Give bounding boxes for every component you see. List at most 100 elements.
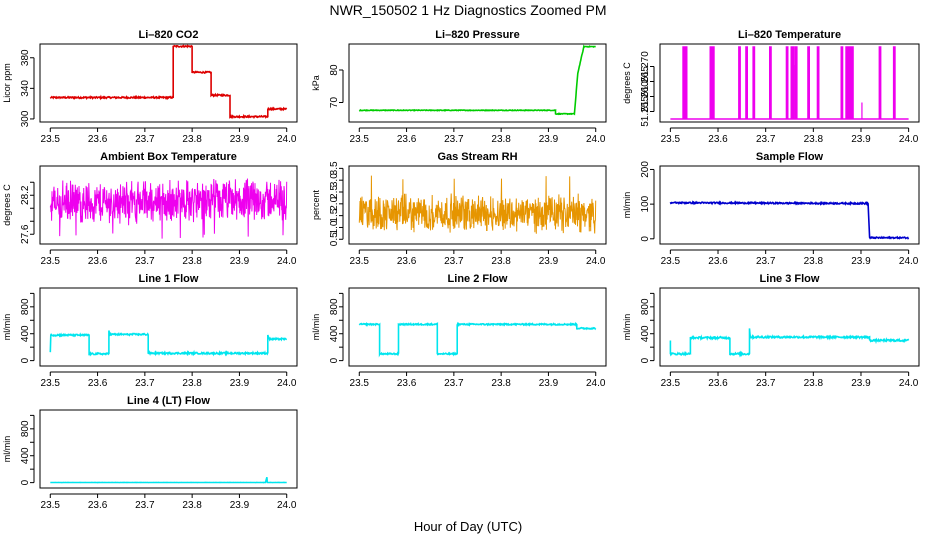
x-tick-label: 23.6 [397, 378, 417, 389]
y-tick-label: 0 [640, 357, 651, 363]
x-tick-label: 24.0 [586, 378, 606, 389]
y-tick-label: 51.255 [640, 96, 651, 127]
y-tick-label: 380 [20, 49, 31, 66]
y-tick-label: 400 [329, 325, 340, 342]
panels-container: Li–820 CO2 23.5 23.6 23.7 23.8 23.9 24.0 300 340… [2, 29, 920, 511]
x-tick-label: 23.5 [661, 134, 681, 145]
y-tick-label: 800 [329, 298, 340, 315]
x-tick-label: 24.0 [277, 134, 297, 145]
y-axis-label: ml/min [622, 192, 632, 219]
data-series-sample-flow [669, 200, 910, 240]
x-tick-label: 24.0 [586, 134, 606, 145]
x-tick-label: 24.0 [899, 378, 919, 389]
x-tick-label: 23.9 [230, 500, 250, 511]
panel-line4: Line 4 (LT) Flow 23.5 23.6 23.7 23.8 23.9 24.0… [2, 395, 298, 511]
x-tick-label: 23.6 [708, 378, 728, 389]
x-tick-label: 23.5 [350, 134, 370, 145]
x-tick-label: 23.8 [182, 500, 202, 511]
plot-frame [659, 165, 920, 245]
plot-frame [39, 43, 298, 123]
panel-title: Li–820 CO2 [139, 29, 199, 41]
x-tick-label: 24.0 [899, 134, 919, 145]
y-tick-label: 2.5 [329, 185, 340, 199]
y-tick-label: 340 [20, 80, 31, 97]
x-tick-label: 24.0 [277, 256, 297, 267]
panel-title: Sample Flow [756, 151, 824, 163]
x-tick-label: 23.9 [539, 134, 559, 145]
y-tick-label: 0 [20, 479, 31, 485]
y-axis-label: ml/min [311, 314, 321, 341]
data-series-licor-temp [670, 46, 909, 120]
y-tick-label: 51.265 [640, 66, 651, 97]
plot-frame [39, 287, 298, 367]
plot-frame [659, 287, 920, 367]
panel-rh: Gas Stream RH 23.5 23.6 23.7 23.8 23.9 24.0 0.5… [311, 151, 607, 267]
y-axis-label: degrees C [2, 184, 12, 226]
data-series-line1 [49, 330, 287, 357]
panel-title: Ambient Box Temperature [100, 151, 237, 163]
x-tick-label: 23.6 [88, 256, 108, 267]
x-tick-label: 23.8 [804, 256, 824, 267]
x-tick-label: 23.6 [708, 256, 728, 267]
y-tick-label: 0 [329, 357, 340, 363]
panel-title: Line 4 (LT) Flow [127, 395, 210, 407]
y-tick-label: 51.270 [640, 51, 651, 82]
y-tick-label: 28.2 [20, 185, 31, 205]
x-tick-label: 24.0 [277, 500, 297, 511]
panel-line3: Line 3 Flow 23.5 23.6 23.7 23.8 23.9 24.0 0 400 8… [622, 273, 920, 389]
x-tick-label: 23.7 [135, 500, 155, 511]
panel-sample-flow: Sample Flow 23.5 23.6 23.7 23.8 23.9 24.0 0 100 2… [622, 151, 920, 267]
x-tick-label: 23.6 [88, 378, 108, 389]
panel-line1: Line 1 Flow 23.5 23.6 23.7 23.8 23.9 24.0 0 400 8… [2, 273, 298, 389]
data-series-pressure [358, 44, 596, 116]
panel-title: Line 3 Flow [760, 273, 820, 285]
x-tick-label: 24.0 [277, 378, 297, 389]
x-tick-label: 23.7 [135, 134, 155, 145]
x-tick-label: 23.6 [397, 134, 417, 145]
x-tick-label: 23.5 [661, 256, 681, 267]
x-tick-label: 23.7 [444, 256, 464, 267]
x-tick-label: 23.7 [135, 256, 155, 267]
x-tick-label: 23.7 [444, 134, 464, 145]
x-tick-label: 23.8 [182, 134, 202, 145]
y-tick-label: 51.260 [640, 81, 651, 112]
data-series-line4 [50, 476, 287, 484]
panel-licor-temp: Li–820 Temperature 23.5 23.6 23.7 23.8 23.9 24… [622, 29, 920, 145]
x-tick-label: 24.0 [899, 256, 919, 267]
data-series-box-temp [49, 178, 288, 239]
panel-title: Gas Stream RH [437, 151, 517, 163]
x-tick-label: 23.9 [539, 378, 559, 389]
panel-title: Line 1 Flow [139, 273, 199, 285]
x-tick-label: 23.7 [756, 378, 776, 389]
figure-x-axis-label: Hour of Day (UTC) [414, 519, 522, 534]
x-tick-label: 23.8 [182, 256, 202, 267]
y-axis-label: percent [311, 189, 321, 220]
y-tick-label: 3.0 [329, 173, 340, 187]
plot-frame [39, 165, 298, 245]
panel-box-temp: Ambient Box Temperature 23.5 23.6 23.7 23.8 2… [2, 151, 298, 267]
figure-title: NWR_150502 1 Hz Diagnostics Zoomed PM [329, 2, 606, 18]
y-tick-label: 2.0 [329, 196, 340, 210]
y-tick-label: 1.5 [329, 208, 340, 222]
plot-frame [348, 43, 607, 123]
x-tick-label: 23.7 [756, 134, 776, 145]
plot-frame [659, 43, 920, 123]
x-tick-label: 23.7 [444, 378, 464, 389]
y-tick-label: 1.0 [329, 220, 340, 234]
y-tick-label: 3.5 [329, 161, 340, 175]
y-axis-label: ml/min [2, 436, 12, 463]
y-tick-label: 80 [329, 64, 340, 76]
y-tick-label: 400 [640, 325, 651, 342]
y-tick-label: 70 [329, 97, 340, 109]
y-tick-label: 200 [640, 161, 651, 178]
x-tick-label: 23.9 [539, 256, 559, 267]
y-tick-label: 800 [640, 298, 651, 315]
y-tick-label: 400 [20, 325, 31, 342]
data-series-rh [358, 175, 597, 234]
y-tick-label: 800 [20, 420, 31, 437]
x-tick-label: 23.7 [135, 378, 155, 389]
plot-frame [39, 409, 298, 489]
x-tick-label: 23.9 [230, 378, 250, 389]
